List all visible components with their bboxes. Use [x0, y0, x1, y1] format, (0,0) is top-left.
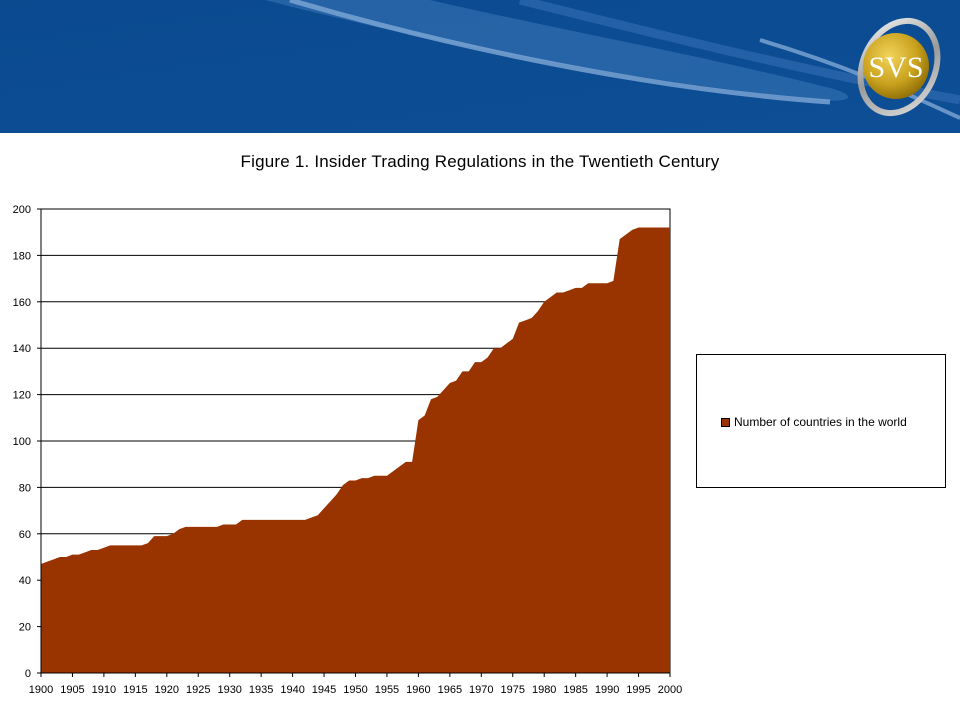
- chart-title: Figure 1. Insider Trading Regulations in…: [240, 152, 720, 171]
- y-tick-label: 60: [19, 529, 31, 541]
- x-tick-label: 1955: [375, 684, 399, 696]
- x-tick-label: 1940: [280, 684, 304, 696]
- y-tick-label: 120: [13, 390, 31, 402]
- y-tick-label: 20: [19, 622, 31, 634]
- svs-logo-icon: SVS: [857, 17, 941, 117]
- x-tick-label: 1980: [532, 684, 556, 696]
- x-tick-label: 1945: [312, 684, 336, 696]
- x-tick-label: 1910: [92, 684, 116, 696]
- x-tick-label: 1950: [343, 684, 367, 696]
- x-tick-labels: 1900 1905 1910 1915 1920 1925 1930 1935 1940 1945…: [29, 684, 682, 696]
- header-banner: SVS: [0, 0, 960, 133]
- axes: [37, 208, 671, 677]
- x-tick-label: 1970: [469, 684, 493, 696]
- legend-item: Number of countries in the world: [721, 415, 907, 429]
- x-tick-label: 1920: [155, 684, 179, 696]
- x-tick-label: 1925: [186, 684, 210, 696]
- x-tick-label: 1900: [29, 684, 53, 696]
- legend-label: Number of countries in the world: [734, 415, 907, 429]
- x-tick-label: 1995: [626, 684, 650, 696]
- x-tick-label: 1975: [501, 684, 525, 696]
- chart-area: 0 20 40 60 80 100 120 140 160 180 200 1900 1905 1910…: [13, 204, 683, 696]
- y-tick-label: 160: [13, 297, 31, 309]
- y-tick-labels: 0 20 40 60 80 100 120 140 160 180 200: [13, 204, 31, 680]
- x-tick-label: 1990: [595, 684, 619, 696]
- y-tick-label: 100: [13, 436, 31, 448]
- y-tick-label: 0: [25, 668, 31, 680]
- y-tick-label: 80: [19, 482, 31, 494]
- x-tick-label: 2000: [658, 684, 682, 696]
- legend: Number of countries in the world: [696, 354, 946, 488]
- x-tick-label: 1915: [123, 684, 147, 696]
- y-tick-label: 180: [13, 250, 31, 262]
- x-tick-label: 1905: [60, 684, 84, 696]
- y-tick-label: 40: [19, 575, 31, 587]
- x-tick-label: 1930: [217, 684, 241, 696]
- logo-text: SVS: [868, 51, 923, 84]
- x-tick-label: 1965: [438, 684, 462, 696]
- y-tick-label: 200: [13, 204, 31, 216]
- x-tick-label: 1960: [406, 684, 430, 696]
- legend-swatch: [721, 417, 730, 427]
- y-tick-label: 140: [13, 343, 31, 355]
- x-tick-label: 1985: [563, 684, 587, 696]
- x-tick-label: 1935: [249, 684, 273, 696]
